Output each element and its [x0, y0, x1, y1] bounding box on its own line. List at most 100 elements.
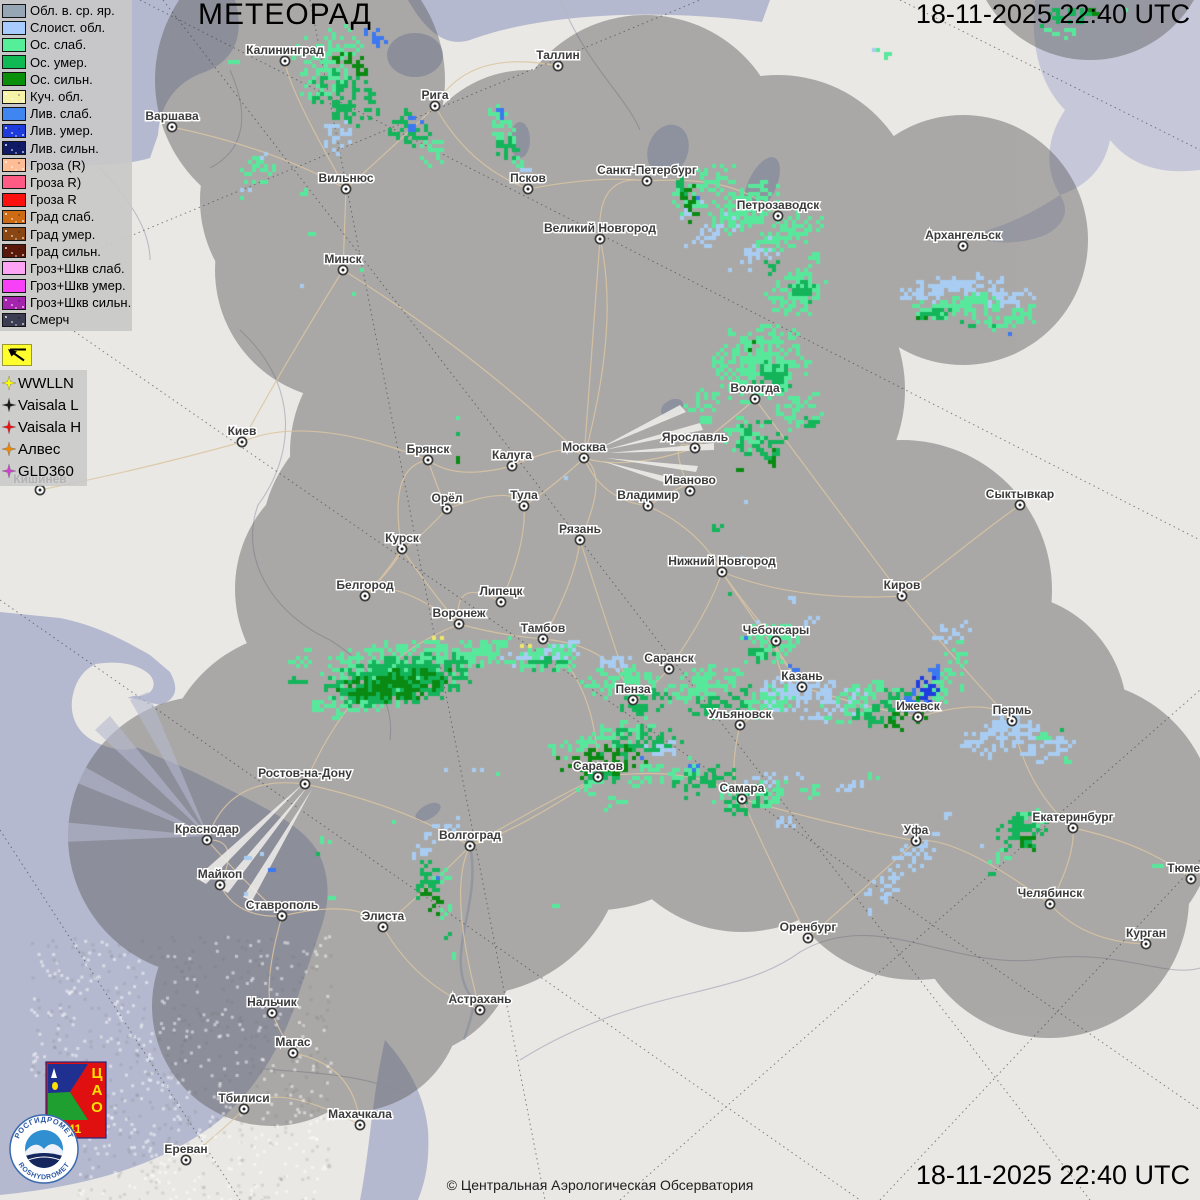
city-marker-dot [776, 214, 780, 218]
city-marker-dot [1144, 942, 1148, 946]
legend-label: Лив. слаб. [30, 106, 93, 122]
city: Казань [780, 668, 824, 693]
cao-letter: Ц [92, 1065, 103, 1082]
legend-item: Лив. умер. [2, 122, 132, 139]
timestamp-top: 18-11-2025 22:40 UTC [915, 0, 1190, 29]
city: Таллин [535, 47, 581, 72]
city-label: Липецк [479, 584, 523, 598]
city-marker-dot [800, 685, 804, 689]
city-marker-dot [363, 594, 367, 598]
city-marker-dot [596, 775, 600, 779]
lightning-marker-icon [2, 464, 16, 478]
city-label: Чебоксары [743, 623, 810, 637]
city-label: Уфа [904, 823, 929, 837]
timestamp-bottom: 18-11-2025 22:40 UTC [915, 1160, 1190, 1190]
legend-label: Лив. сильн. [30, 140, 99, 156]
city-marker-dot [806, 936, 810, 940]
city-label: Тула [510, 488, 538, 502]
city: Владимир [616, 487, 680, 512]
city-marker-dot [631, 698, 635, 702]
legend-label: Слоист. обл. [30, 20, 106, 36]
city-marker-dot [1018, 503, 1022, 507]
city-marker-dot [916, 715, 920, 719]
city: Тбилиси [217, 1090, 271, 1115]
city-marker-dot [582, 456, 586, 460]
city-marker-dot [526, 187, 530, 191]
city-label: Оренбург [780, 920, 837, 934]
city: Ставрополь [244, 897, 320, 922]
legend-panel: Обл. в. ср. яр. Слоист. обл. Ос. слаб. Ос. … [0, 0, 132, 331]
city-marker-dot [240, 440, 244, 444]
city-label: Казань [781, 669, 822, 683]
city: Калуга [491, 447, 534, 472]
legend-label: Град сильн. [30, 243, 101, 259]
city: Ростов-на-Дону [257, 765, 354, 790]
city-marker-dot [358, 1123, 362, 1127]
legend-swatch [2, 3, 26, 18]
city-marker-dot [1071, 826, 1075, 830]
legend-label: Град умер. [30, 226, 96, 242]
city-marker-dot [961, 244, 965, 248]
city-marker-dot [218, 883, 222, 887]
city: Нижний Новгород [667, 553, 778, 578]
lightning-legend: WWLLN Vaisala L Vaisala H Алвес GLD360 [0, 370, 88, 486]
city-label: Астрахань [448, 992, 511, 1006]
legend-swatch [2, 192, 26, 207]
lightning-item: WWLLN [2, 372, 81, 394]
city-marker-dot [381, 925, 385, 929]
legend-swatch [2, 261, 26, 276]
legend-swatch [2, 20, 26, 35]
legend-item: Град умер. [2, 225, 132, 242]
city-label: Сыктывкар [986, 487, 1054, 501]
city: Орёл [430, 490, 464, 515]
legend-swatch [2, 175, 26, 190]
legend-item: Гроза R) [2, 174, 132, 191]
legend-label: Ос. умер. [30, 54, 88, 70]
cao-letter: А [92, 1082, 103, 1099]
city: Ярославль [660, 429, 730, 454]
legend-swatch [2, 89, 26, 104]
city: Рязань [558, 521, 602, 546]
city-marker-dot [468, 844, 472, 848]
city-label: Калуга [492, 448, 532, 462]
legend-swatch [2, 209, 26, 224]
legend-swatch [2, 123, 26, 138]
city: Самара [718, 780, 766, 805]
city: Петрозаводск [735, 197, 822, 222]
legend-label: Ос. слаб. [30, 37, 87, 53]
city-marker-dot [283, 59, 287, 63]
city-label: Самара [720, 781, 765, 795]
lightning-marker-icon [2, 376, 16, 390]
city-marker-dot [914, 839, 918, 843]
lightning-item: Алвес [2, 438, 81, 460]
city: Липецк [478, 583, 525, 608]
city: Курган [1124, 925, 1168, 950]
city-label: Майкоп [198, 867, 243, 881]
legend-label: Гроз+Шкв слаб. [30, 260, 125, 276]
city-marker-dot [170, 125, 174, 129]
city: Рига [420, 87, 450, 112]
city-marker-dot [598, 237, 602, 241]
city-layer: Калининград Таллин Рига Варшава Вильнюс Псков… [12, 42, 1200, 1166]
city-label: Великий Новгород [544, 221, 656, 235]
legend-swatch [2, 141, 26, 156]
city: Архангельск [924, 227, 1003, 252]
city: Иваново [663, 472, 717, 497]
lightning-marker-icon [2, 420, 16, 434]
city-label: Ярославль [662, 430, 728, 444]
legend-item: Гроз+Шкв слаб. [2, 260, 132, 277]
city: Великий Новгород [542, 220, 658, 245]
lightning-label: GLD360 [18, 462, 74, 480]
lightning-marker-icon [2, 442, 16, 456]
city: Уфа [902, 822, 930, 847]
city-label: Ставрополь [246, 898, 319, 912]
legend-item: Лив. слаб. [2, 105, 132, 122]
city-marker-dot [280, 914, 284, 918]
legend-label: Гроза (R) [30, 157, 86, 173]
city-marker-dot [510, 464, 514, 468]
city: Калининград [245, 42, 326, 67]
city-label: Владимир [617, 488, 679, 502]
city-label: Вологда [730, 381, 780, 395]
